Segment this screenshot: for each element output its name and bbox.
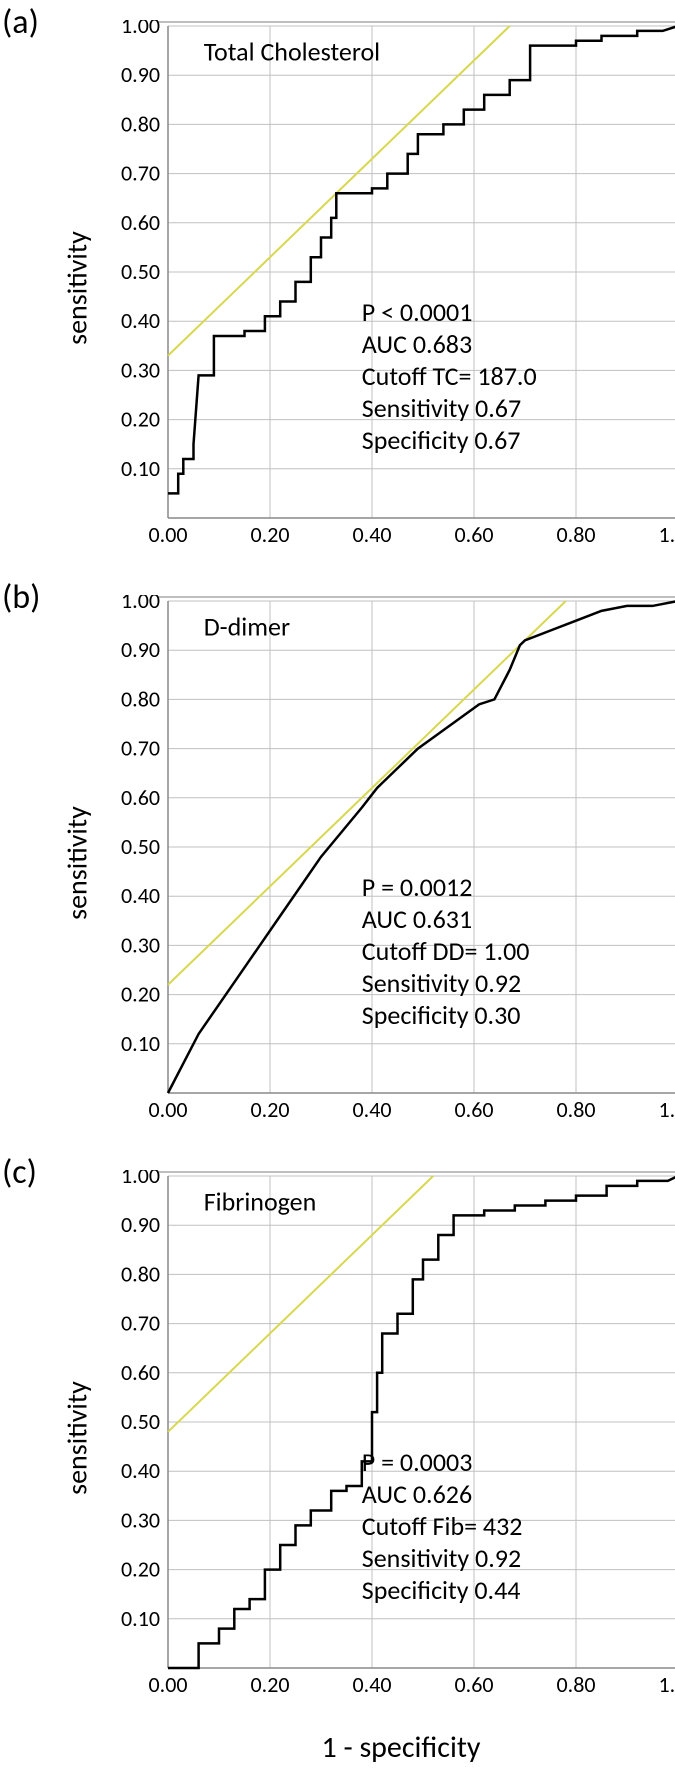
y-axis-label: sensitivity [59, 1381, 94, 1495]
x-tick-label: 0.60 [454, 1096, 493, 1123]
y-tick-label: 0.30 [121, 356, 160, 383]
y-tick-label: 0.50 [121, 258, 160, 285]
x-tick-label: 0.80 [556, 1096, 595, 1123]
plot-area: 0.00 0.20 0.40 0.60 0.80 1.00 0.10 0.20 0.30 0.40… [118, 1170, 675, 1700]
y-tick-label: 0.10 [121, 1030, 160, 1057]
stats-line: Cutoff DD= 1.00 [362, 935, 530, 967]
y-tick-label: 0.60 [121, 1359, 160, 1386]
roc-panel: (c)sensitivity0.000.200.400.600.801.000.… [0, 1150, 675, 1725]
y-tick-label: 0.90 [121, 636, 160, 663]
y-tick-label: 0.90 [121, 61, 160, 88]
y-tick-label: 0.60 [121, 209, 160, 236]
y-tick-label: 0.40 [121, 307, 160, 334]
x-tick-label: 0.40 [352, 1096, 391, 1123]
y-tick-label: 0.70 [121, 735, 160, 762]
y-tick-label: 0.40 [121, 1457, 160, 1484]
y-tick-label: 0.20 [121, 1556, 160, 1583]
y-tick-label: 0.40 [121, 882, 160, 909]
stats-line: Sensitivity 0.92 [362, 967, 521, 999]
x-tick-label: 0.80 [556, 1671, 595, 1698]
y-tick-label: 0.80 [121, 110, 160, 137]
y-tick-label: 0.70 [121, 1310, 160, 1337]
x-tick-label: 0.60 [454, 1671, 493, 1698]
x-tick-label: 0.20 [250, 521, 289, 548]
roc-panel: (b)sensitivity0.000.200.400.600.801.000.… [0, 575, 675, 1150]
plot-area: 0.00 0.20 0.40 0.60 0.80 1.00 0.10 0.20 0.30 0.40… [118, 595, 675, 1125]
y-tick-label: 1.00 [121, 20, 160, 39]
x-tick-label: 0.00 [148, 521, 187, 548]
y-axis-label: sensitivity [59, 231, 94, 345]
x-tick-label: 0.60 [454, 521, 493, 548]
stats-line: AUC 0.626 [362, 1478, 472, 1510]
x-tick-label: 0.20 [250, 1096, 289, 1123]
chart-title: Fibrinogen [204, 1185, 317, 1217]
y-tick-label: 0.30 [121, 1506, 160, 1533]
y-tick-label: 0.20 [121, 406, 160, 433]
x-tick-label: 1.00 [658, 521, 675, 548]
y-tick-label: 0.10 [121, 1605, 160, 1632]
x-tick-label: 0.20 [250, 1671, 289, 1698]
plot-area: 0.00 0.20 0.40 0.60 0.80 1.00 0.10 0.20 0.30 0.40… [118, 20, 675, 550]
stats-line: P = 0.0003 [362, 1446, 473, 1478]
chart-title: Total Cholesterol [204, 35, 380, 67]
x-tick-label: 0.40 [352, 521, 391, 548]
y-tick-label: 0.50 [121, 1408, 160, 1435]
stats-line: AUC 0.683 [362, 328, 472, 360]
y-axis-label: sensitivity [59, 806, 94, 920]
stats-line: P = 0.0012 [362, 871, 473, 903]
y-tick-label: 0.80 [121, 685, 160, 712]
y-tick-label: 0.10 [121, 455, 160, 482]
y-tick-label: 0.70 [121, 160, 160, 187]
panel-label: (b) [2, 577, 40, 618]
stats-line: Sensitivity 0.67 [362, 392, 521, 424]
roc-panel: (a)sensitivity0.000.200.400.600.801.000.… [0, 0, 675, 575]
y-tick-label: 0.50 [121, 833, 160, 860]
stats-line: Specificity 0.44 [362, 1574, 521, 1606]
x-tick-label: 0.00 [148, 1671, 187, 1698]
y-tick-label: 0.60 [121, 784, 160, 811]
y-tick-label: 1.00 [121, 595, 160, 614]
y-tick-label: 1.00 [121, 1170, 160, 1189]
stats-line: Specificity 0.67 [362, 424, 521, 456]
y-tick-label: 0.90 [121, 1211, 160, 1238]
x-tick-label: 0.40 [352, 1671, 391, 1698]
stats-line: AUC 0.631 [362, 903, 472, 935]
stats-line: Cutoff TC= 187.0 [362, 360, 537, 392]
y-tick-label: 0.80 [121, 1260, 160, 1287]
stats-line: P < 0.0001 [362, 296, 473, 328]
stats-line: Sensitivity 0.92 [362, 1542, 521, 1574]
panel-label: (a) [2, 2, 39, 43]
x-tick-label: 0.00 [148, 1096, 187, 1123]
chart-title: D-dimer [204, 610, 290, 642]
y-tick-label: 0.30 [121, 931, 160, 958]
stats-line: Specificity 0.30 [362, 999, 521, 1031]
x-axis-label: 1 - specificity [118, 1729, 675, 1766]
x-tick-label: 1.00 [658, 1096, 675, 1123]
y-tick-label: 0.20 [121, 981, 160, 1008]
x-tick-label: 0.80 [556, 521, 595, 548]
stats-line: Cutoff Fib= 432 [362, 1510, 523, 1542]
x-tick-label: 1.00 [658, 1671, 675, 1698]
panel-label: (c) [2, 1152, 37, 1193]
